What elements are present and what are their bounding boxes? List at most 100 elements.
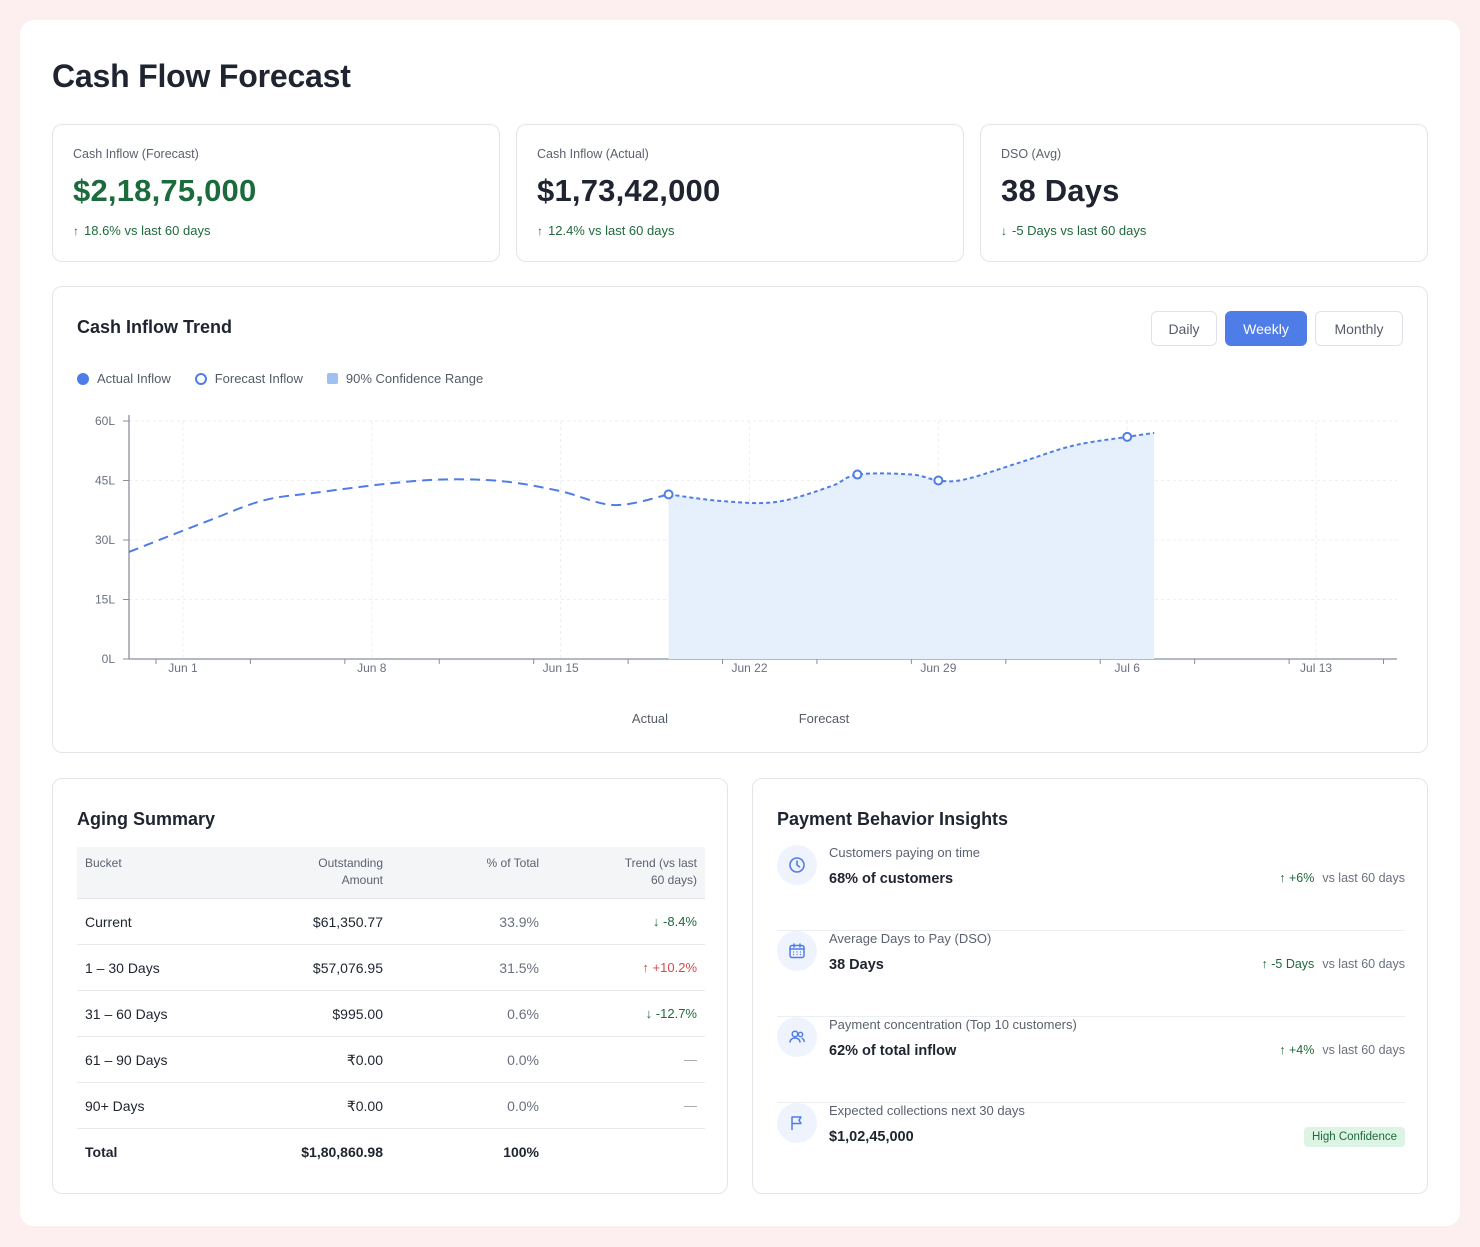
calendar-icon [777,931,817,971]
x-tick-label: Jun 8 [357,661,387,675]
forecast-point [933,475,944,486]
kpi-card-actual-inflow: Cash Inflow (Actual) $1,73,42,000 ↑ 12.4%… [516,124,964,262]
header-trend: Trend (vs last 60 days) [624,856,697,887]
forecast-section-label: Forecast [799,711,850,726]
trend-chart: 0L 15L 30L 45L 60L Jun 1 Jun 8 Jun 15 Jun 22 Jun … [95,414,1397,726]
table-row: 90+ Days ₹0.00 0.0% — [77,1083,705,1129]
table-row-total: Total $1,80,860.98 100% [77,1129,705,1175]
arrow-up-icon: ↑ [1279,1043,1286,1057]
insight-label: Customers paying on time [829,845,981,860]
kpi-label: Cash Inflow (Actual) [537,147,649,161]
cell-bucket: 90+ Days [85,1098,145,1114]
cell-pct: 0.0% [507,1098,539,1114]
insight-value: 62% of total inflow [829,1043,957,1059]
insight-value: 38 Days [829,957,884,973]
header-amount: Outstanding Amount [318,856,383,887]
insight-label: Payment concentration (Top 10 customers) [829,1017,1077,1032]
forecast-inflow-line [668,431,1155,505]
insight-value: 68% of customers [829,871,954,887]
cell-pct: 0.0% [507,1052,539,1068]
cell-amount: ₹0.00 [346,1098,383,1114]
cell-trend: — [684,1098,697,1113]
total-pct: 100% [503,1144,539,1160]
cell-amount: ₹0.00 [346,1052,383,1068]
cell-bucket: 31 – 60 Days [85,1006,168,1022]
users-icon [777,1017,817,1057]
toggle-monthly[interactable]: Monthly [1315,311,1403,346]
insight-dso: Average Days to Pay (DSO) 38 Days ↑ -5 D… [777,931,1405,1017]
kpi-value: $1,73,42,000 [537,173,721,208]
solid-dot-icon [77,372,89,385]
page-title: Cash Flow Forecast [52,58,351,94]
insight-delta: ↑ +4% vs last 60 days [1279,1043,1405,1057]
cell-trend: — [684,1052,697,1067]
section-title: Payment Behavior Insights [777,809,1009,829]
y-tick-label: 45L [95,474,115,488]
kpi-card-dso: DSO (Avg) 38 Days ↓ -5 Days vs last 60 da… [980,124,1428,262]
table-row: Current $61,350.77 33.9% ↓ -8.4% [77,899,705,945]
aging-summary-card: Aging Summary Bucket Outstanding Amount %… [52,778,728,1194]
dashboard-frame: Cash Flow Forecast Cash Inflow (Forecast… [20,20,1460,1226]
kpi-label: Cash Inflow (Forecast) [73,147,199,161]
forecast-point [852,469,863,480]
table-header: Bucket Outstanding Amount % of Total Tren… [77,847,705,899]
actual-section-label: Actual [632,711,668,726]
cell-amount: $61,350.77 [312,914,383,930]
total-amount: $1,80,860.98 [301,1144,383,1160]
section-title: Aging Summary [77,809,216,829]
kpi-delta: ↓ -5 Days vs last 60 days [1001,223,1147,238]
cell-amount: $57,076.95 [312,960,383,976]
arrow-down-icon: ↓ [1001,224,1007,238]
y-tick-label: 30L [95,533,115,547]
y-tick-label: 15L [95,593,115,607]
cell-pct: 31.5% [499,960,539,976]
actual-inflow-line [128,478,669,553]
kpi-label: DSO (Avg) [1001,147,1062,161]
cell-trend: ↓ -8.4% [652,914,697,929]
cell-trend: ↓ -12.7% [645,1006,697,1021]
kpi-card-forecast-inflow: Cash Inflow (Forecast) $2,18,75,000 ↑ 18.… [52,124,500,262]
x-tick-label: Jun 29 [920,661,956,675]
flag-icon [777,1103,817,1143]
arrow-up-icon: ↑ [642,960,653,975]
y-tick-label: 60L [95,414,115,428]
insight-value: $1,02,45,000 [829,1129,914,1145]
insight-label: Expected collections next 30 days [829,1103,1025,1118]
toggle-weekly[interactable]: Weekly [1225,311,1307,346]
confidence-area [668,432,1155,659]
header-pct: % of Total [486,856,539,870]
cell-bucket: 61 – 90 Days [85,1052,168,1068]
arrow-down-icon: ↓ [645,1006,656,1021]
arrow-up-icon: ↑ [73,224,79,238]
cell-bucket: 1 – 30 Days [85,960,160,976]
table-row: 61 – 90 Days ₹0.00 0.0% — [77,1037,705,1083]
kpi-value: $2,18,75,000 [73,173,257,208]
insight-expected-collections: Expected collections next 30 days $1,02,… [777,1103,1405,1189]
cell-pct: 33.9% [499,914,539,930]
kpi-value: 38 Days [1001,173,1120,208]
square-swatch-icon [326,373,338,384]
forecast-point [1122,431,1133,442]
table-row: 1 – 30 Days $57,076.95 31.5% ↑ +10.2% [77,945,705,991]
confidence-badge: High Confidence [1303,1127,1405,1147]
arrow-down-icon: ↓ [652,914,664,929]
header-bucket: Bucket [85,856,122,870]
insight-delta: ↑ -5 Days vs last 60 days [1261,957,1406,971]
insight-delta: ↑ +6% vs last 60 days [1279,871,1405,885]
x-tick-label: Jul 6 [1115,661,1141,675]
ring-dot-icon [194,372,207,385]
insight-label: Average Days to Pay (DSO) [829,931,992,946]
cell-pct: 0.6% [507,1006,539,1022]
arrow-up-icon: ↑ [1261,957,1268,971]
total-label: Total [85,1144,118,1160]
section-title: Cash Inflow Trend [77,317,233,337]
insight-on-time: Customers paying on time 68% of customer… [777,845,1405,931]
toggle-daily[interactable]: Daily [1151,311,1217,346]
x-tick-label: Jun 22 [731,661,767,675]
x-tick-label: Jun 15 [543,661,579,675]
insight-concentration: Payment concentration (Top 10 customers)… [777,1017,1405,1103]
payment-insights-card: Payment Behavior Insights Customers payi… [752,778,1428,1194]
cell-bucket: Current [85,914,132,930]
clock-icon [777,845,817,885]
legend-confidence: 90% Confidence Range [326,371,483,386]
